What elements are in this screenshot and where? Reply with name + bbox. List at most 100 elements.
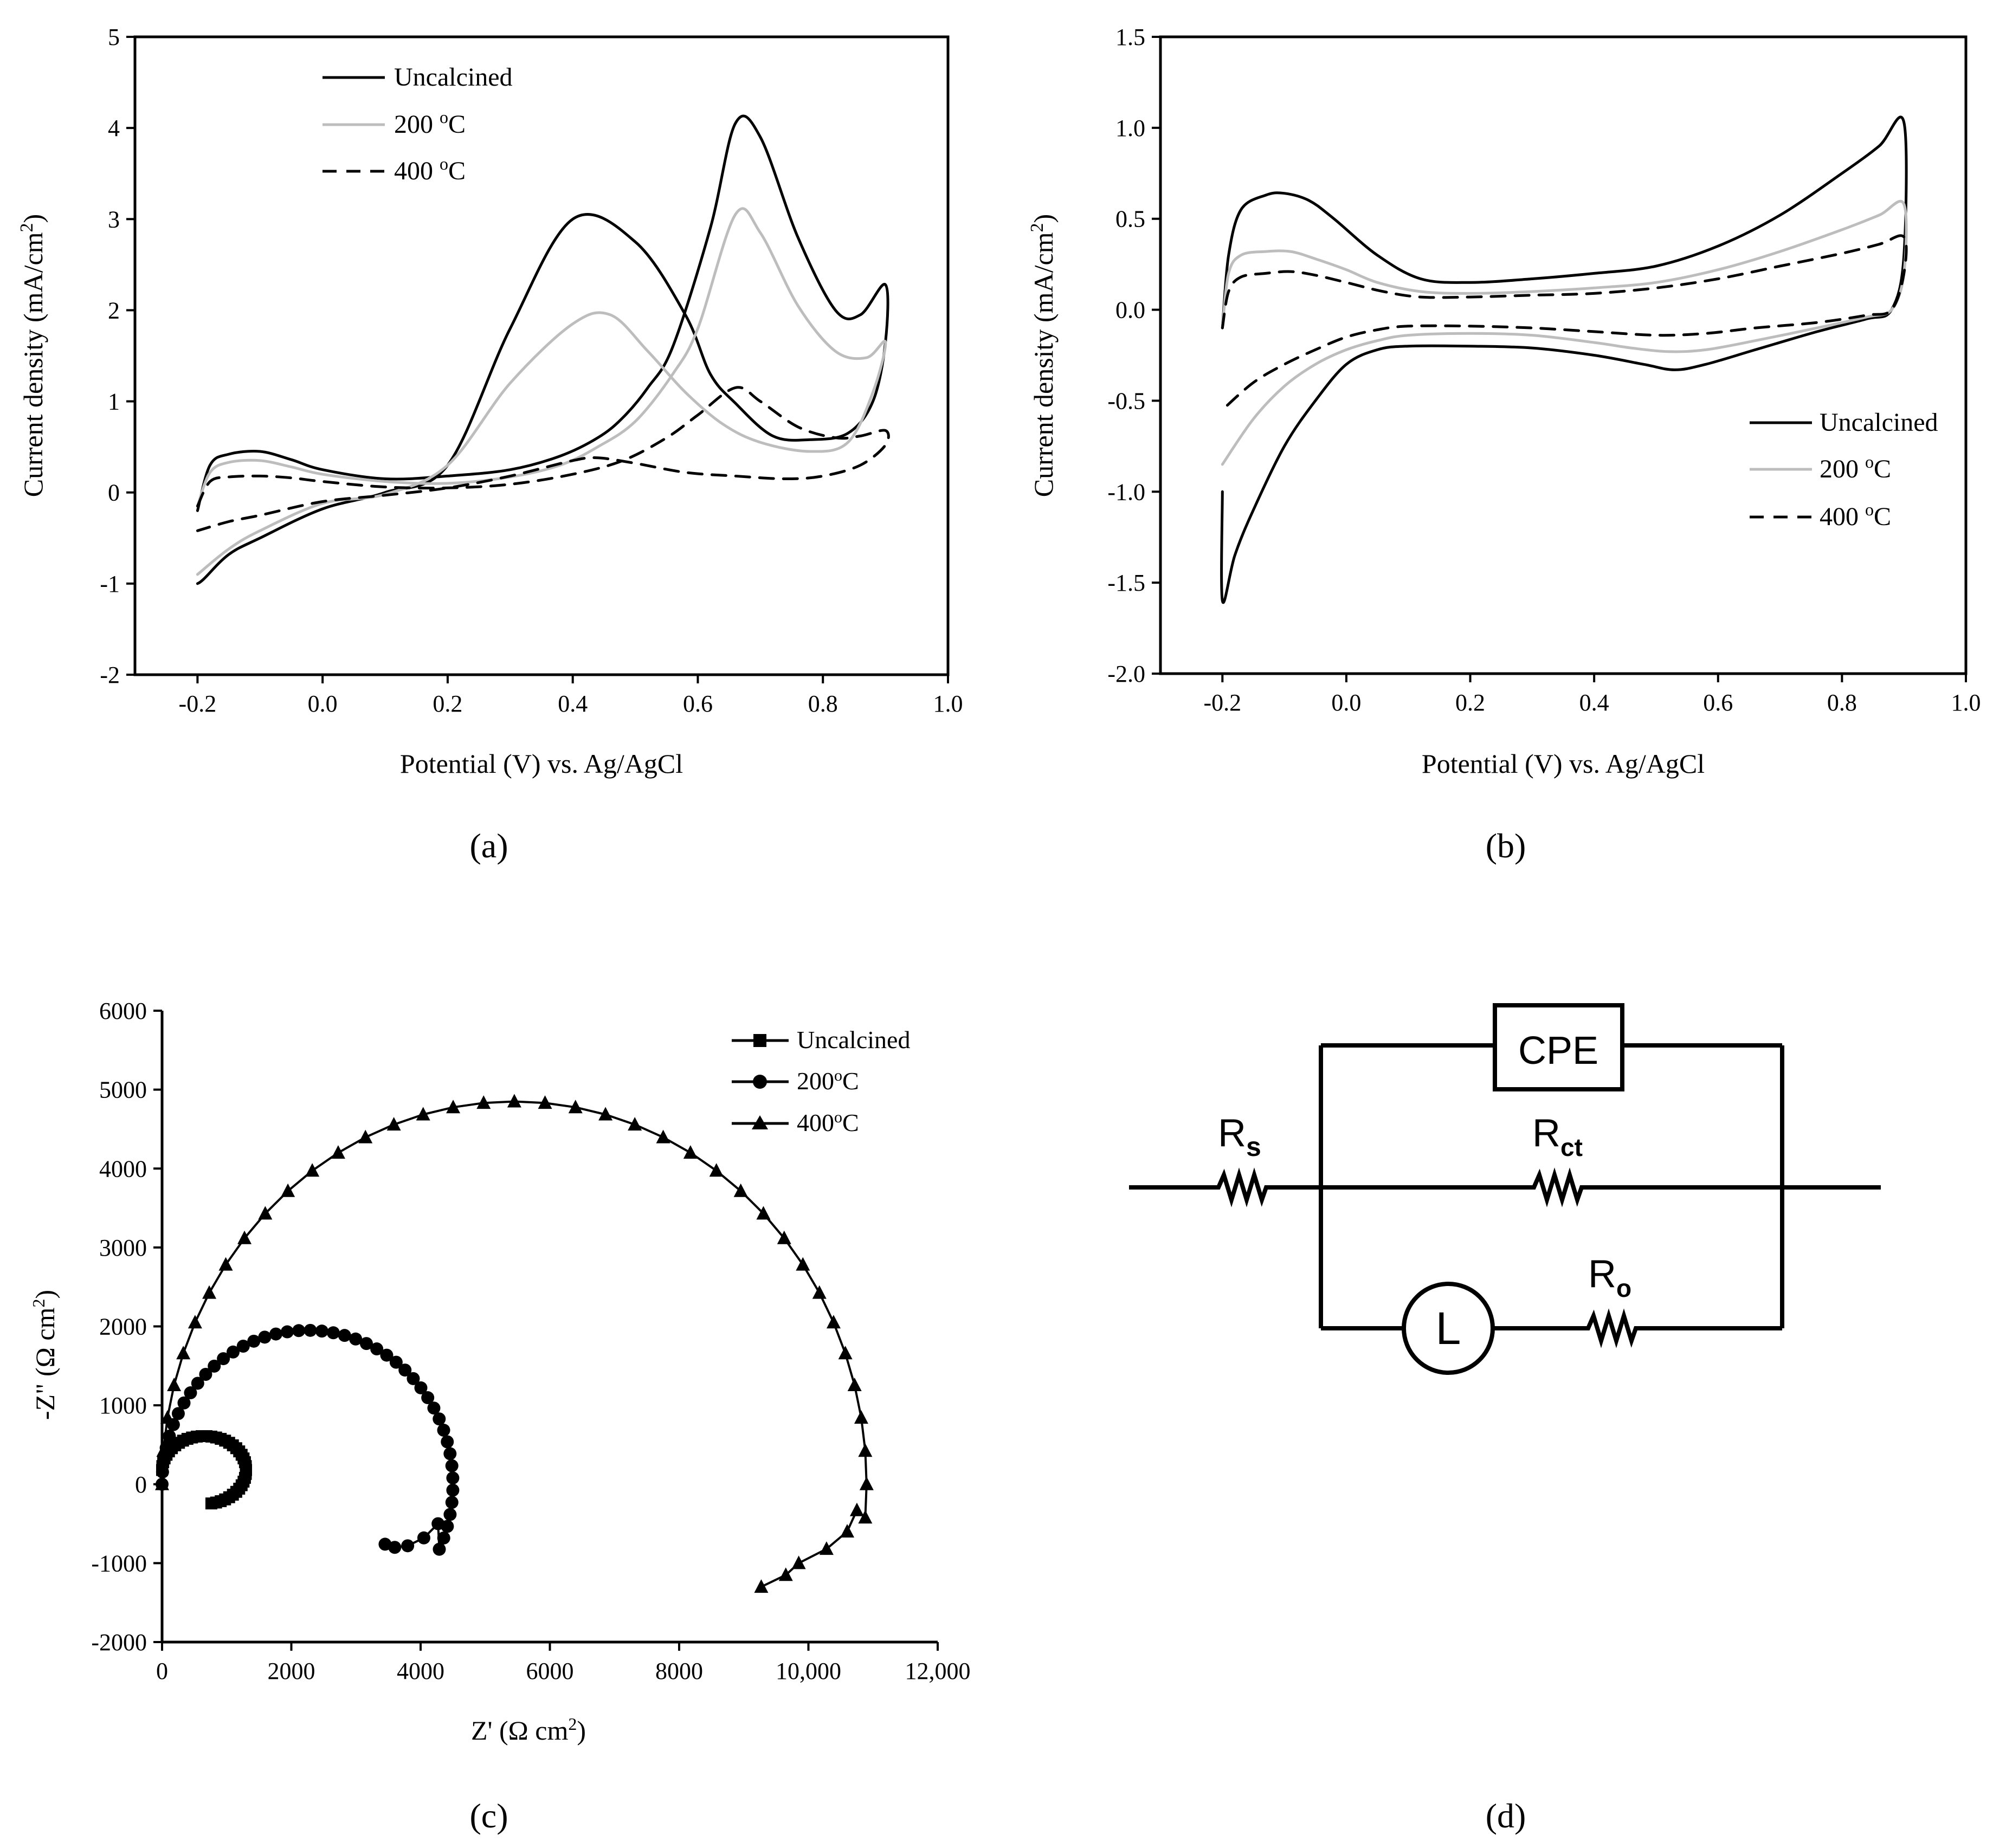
panel-b-series-200c bbox=[1221, 199, 1908, 466]
panel-c-y-tick-label: 5000 bbox=[99, 1077, 147, 1103]
ro-resistor bbox=[1493, 1308, 1782, 1348]
panel-b-y-tick-label: 1.0 bbox=[1115, 115, 1145, 141]
panel-c-x-tick-label: 10,000 bbox=[776, 1658, 841, 1684]
panel-c-point-400c bbox=[507, 1094, 521, 1108]
panel-b-x-tick-label: 0.8 bbox=[1827, 689, 1857, 716]
panel-b-series-uncalcined bbox=[1220, 115, 1908, 604]
cpe-label: CPE bbox=[1518, 1029, 1598, 1072]
panel-a-y-tick-label: 2 bbox=[108, 297, 120, 324]
panel-c-y-axis-label: -Z" (Ω cm2) bbox=[29, 1290, 60, 1420]
panel-a-label: (a) bbox=[469, 826, 508, 865]
panel-c-y-tick-label: 4000 bbox=[99, 1155, 147, 1182]
panel-c-point-200c bbox=[437, 1531, 450, 1545]
panel-b-y-axis-label: Current density (mA/cm2) bbox=[1027, 214, 1059, 497]
panel-b-x-tick-label: 0.4 bbox=[1579, 689, 1609, 716]
panel-c-point-200c bbox=[446, 1471, 460, 1485]
panel-c-point-200c bbox=[177, 1396, 191, 1410]
panel-a-y-tick-label: 0 bbox=[108, 480, 120, 506]
panel-b-x-tick-label: 1.0 bbox=[1951, 689, 1981, 716]
panel-c-point-400c bbox=[237, 1230, 252, 1244]
panel-c-point-200c bbox=[359, 1337, 373, 1351]
panel-a-legend: Uncalcined 200 oC 400 oC bbox=[323, 63, 513, 185]
panel-c-point-400c bbox=[167, 1377, 182, 1391]
panel-c-point-400c bbox=[628, 1117, 642, 1131]
panel-a-y-axis-label: Current density (mA/cm2) bbox=[17, 214, 49, 497]
panel-c-point-400c bbox=[281, 1183, 295, 1197]
panel-b-x-tick-label: -0.2 bbox=[1203, 689, 1241, 716]
panel-c-point-400c bbox=[416, 1107, 430, 1121]
panel-c-point-200c bbox=[171, 1407, 185, 1420]
panel-c-point-400c bbox=[176, 1346, 191, 1360]
panel-c-legend: Uncalcined 200oC 400oC bbox=[732, 1026, 910, 1136]
panel-c-point-400c bbox=[847, 1377, 862, 1391]
panel-c-legend-marker-circle bbox=[753, 1075, 767, 1089]
panel-b-legend-200c: 200 oC bbox=[1820, 452, 1891, 483]
panel-c-point-200c bbox=[217, 1352, 230, 1366]
panel-c-point-400c bbox=[476, 1095, 491, 1109]
panel-b-plot-frame bbox=[1159, 35, 1968, 675]
panel-c-x-tick-label: 8000 bbox=[655, 1658, 703, 1684]
panel-c-x-tick-label: 12,000 bbox=[905, 1658, 971, 1684]
panel-c-legend-200c: 200oC bbox=[797, 1067, 859, 1095]
panel-a-legend-uncalcined: Uncalcined bbox=[394, 63, 513, 92]
panel-c-point-400c bbox=[858, 1510, 873, 1524]
panel-c-point-200c bbox=[398, 1364, 412, 1377]
panel-c-point-200c bbox=[446, 1483, 460, 1497]
panel-c-point-200c bbox=[304, 1323, 317, 1337]
panel-a-x-tick-label: 0.0 bbox=[308, 690, 338, 717]
panel-c-legend-marker-square bbox=[753, 1034, 766, 1047]
panel-b-y-tick-label: -0.5 bbox=[1107, 387, 1145, 414]
panel-c-point-400c bbox=[858, 1443, 873, 1457]
panel-b-x-tick-label: 0.6 bbox=[1703, 689, 1733, 716]
cpe-element bbox=[1493, 1003, 1624, 1091]
panel-c-point-400c bbox=[754, 1579, 769, 1593]
panel-b-legend: Uncalcined 200 oC 400 oC bbox=[1750, 408, 1938, 531]
panel-c-x-tick-label: 4000 bbox=[397, 1658, 444, 1684]
panel-c-point-400c bbox=[218, 1257, 233, 1271]
panel-a-legend-200c: 200 oC bbox=[394, 107, 466, 139]
panel-c-point-200c bbox=[349, 1332, 363, 1346]
panel-c-point-400c bbox=[683, 1145, 698, 1159]
panel-c-point-400c bbox=[819, 1541, 834, 1555]
panel-c-point-200c bbox=[407, 1372, 420, 1385]
panel-a-x-tick-label: 0.6 bbox=[683, 690, 713, 717]
panel-c-y-tick-label: 1000 bbox=[99, 1392, 147, 1419]
panel-a-y-tick-label: 1 bbox=[108, 389, 120, 415]
panel-c-point-200c bbox=[437, 1424, 450, 1437]
panel-c-point-200c bbox=[427, 1401, 441, 1415]
panel-c-point-200c bbox=[208, 1359, 221, 1373]
panel-c-point-200c bbox=[280, 1325, 294, 1339]
panel-c-point-400c bbox=[778, 1567, 793, 1581]
panel-c-y-tick-label: -2000 bbox=[91, 1629, 147, 1656]
panel-c-point-400c bbox=[849, 1502, 864, 1516]
panel-b-label: (b) bbox=[1486, 826, 1526, 865]
panel-c-point-200c bbox=[184, 1386, 197, 1400]
panel-c-nyquist-chart: 0 2000 4000 6000 8000 10,000 12,000 -2000 -1000 0… bbox=[29, 998, 971, 1835]
panel-c-point-400c bbox=[258, 1206, 273, 1220]
panel-b-y-tick-label: 1.5 bbox=[1115, 24, 1145, 50]
inductor-label: L bbox=[1436, 1303, 1461, 1354]
panel-b-y-tick-label: -1.0 bbox=[1107, 479, 1145, 505]
panel-c-point-400c bbox=[331, 1145, 345, 1159]
panel-c-point-400c bbox=[859, 1476, 874, 1490]
panel-c-point-400c bbox=[446, 1100, 461, 1114]
panel-c-legend-marker-triangle bbox=[752, 1115, 768, 1129]
panel-c-point-200c bbox=[433, 1412, 446, 1426]
panel-c-point-200c bbox=[326, 1326, 340, 1340]
panel-c-point-200c bbox=[191, 1377, 204, 1390]
ro-label-main: R bbox=[1588, 1252, 1616, 1296]
panel-c-point-200c bbox=[443, 1447, 457, 1461]
panel-c-x-tick-label: 2000 bbox=[268, 1658, 315, 1684]
panel-d-label: (d) bbox=[1486, 1797, 1526, 1835]
panel-c-point-200c bbox=[417, 1531, 430, 1545]
panel-c-point-200c bbox=[227, 1345, 240, 1359]
panel-c-point-200c bbox=[443, 1508, 457, 1521]
panel-a-y-tick-label: 3 bbox=[108, 206, 120, 232]
panel-a-y-tick-label: -2 bbox=[100, 662, 120, 688]
panel-b-x-axis-label: Potential (V) vs. Ag/AgCl bbox=[1422, 748, 1705, 779]
panel-c-point-200c bbox=[236, 1340, 250, 1353]
panel-c-point-200c bbox=[421, 1391, 435, 1405]
panel-b-cv-chart: -0.2 0.0 0.2 0.4 0.6 0.8 1.0 -2.0 -1.5 -1.0 -0.5 0.… bbox=[1027, 24, 1981, 865]
panel-b-y-tick-label: -1.5 bbox=[1107, 570, 1145, 596]
panel-c-point-400c bbox=[709, 1163, 724, 1177]
